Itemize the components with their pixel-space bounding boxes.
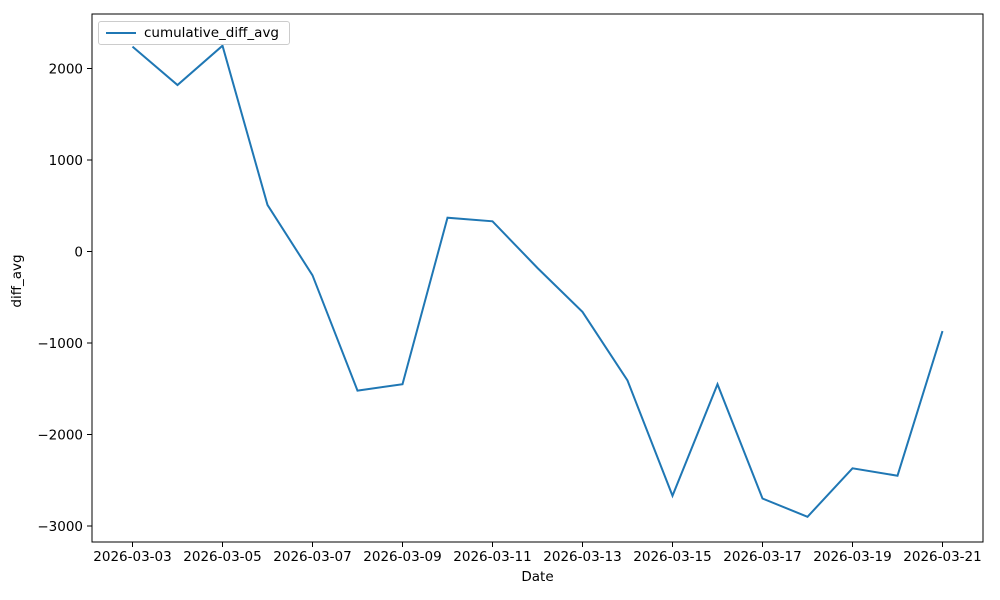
x-tick-label: 2026-03-21 [903, 549, 981, 565]
legend-line-sample [106, 32, 136, 34]
x-axis-ticks: 2026-03-03 2026-03-05 2026-03-07 2026-03-09… [93, 542, 982, 565]
x-tick-label: 2026-03-17 [723, 549, 801, 565]
x-tick-label: 2026-03-19 [813, 549, 891, 565]
x-tick-label: 2026-03-11 [453, 549, 531, 565]
y-tick-label: −2000 [37, 427, 83, 443]
x-tick-label: 2026-03-09 [363, 549, 441, 565]
y-tick-label: −3000 [37, 519, 83, 535]
x-tick-label: 2026-03-03 [93, 549, 171, 565]
y-axis-label: diff_avg [9, 254, 25, 307]
y-tick-label: 0 [74, 244, 83, 260]
plot-area [92, 14, 983, 542]
legend-label: cumulative_diff_avg [144, 25, 279, 41]
legend: cumulative_diff_avg [98, 21, 290, 45]
x-tick-label: 2026-03-07 [273, 549, 351, 565]
series-line-cumulative-diff-avg [131, 43, 944, 518]
x-tick-label: 2026-03-15 [633, 549, 711, 565]
plot-border-spines [91, 13, 984, 543]
y-tick-label: 1000 [49, 153, 83, 169]
y-tick-label: −1000 [37, 336, 83, 352]
x-tick-label: 2026-03-13 [543, 549, 621, 565]
y-axis-ticks: −3000 −2000 −1000 0 1000 2000 [37, 61, 92, 535]
x-axis-label: Date [521, 569, 553, 585]
x-tick-label: 2026-03-05 [183, 549, 261, 565]
y-tick-label: 2000 [49, 61, 83, 77]
